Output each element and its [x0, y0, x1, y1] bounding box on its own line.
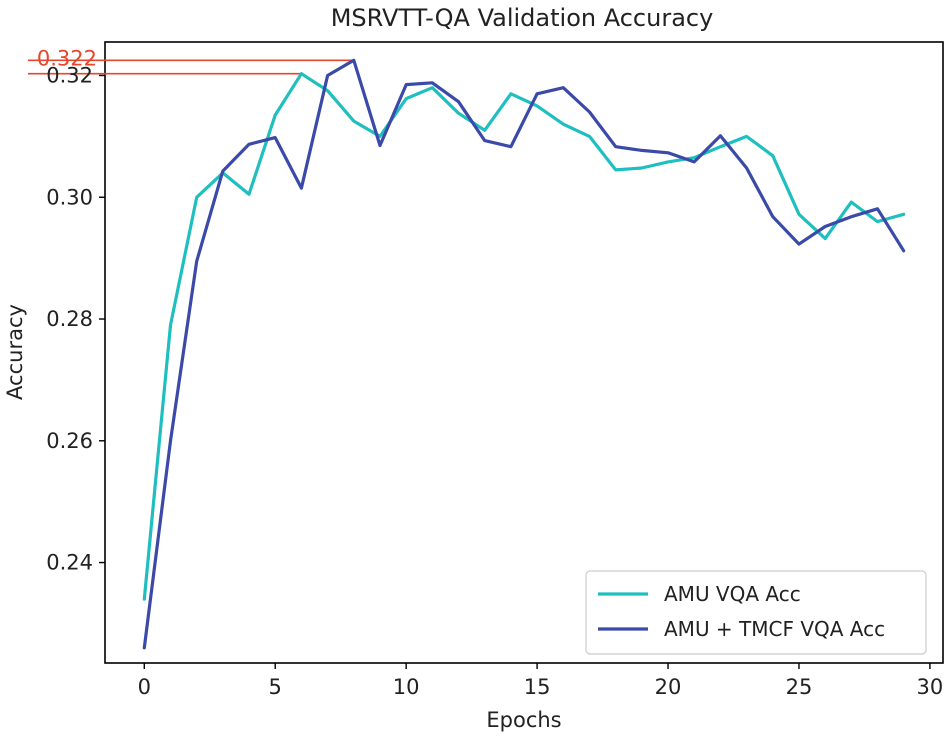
legend-label-amu: AMU VQA Acc — [664, 582, 801, 606]
legend-box — [585, 570, 927, 655]
y-axis-title: Accuracy — [3, 304, 27, 400]
series-line-amu — [142, 72, 906, 601]
annotation-label: 0.322 — [37, 46, 97, 70]
chart-title: MSRVTT-QA Validation Accuracy — [331, 4, 714, 32]
x-tick-label: 5 — [269, 675, 282, 699]
y-tick-label: 0.28 — [46, 307, 93, 331]
series-line-amu-tmcf — [142, 58, 906, 650]
x-tick-label: 25 — [786, 675, 813, 699]
legend: AMU VQA Acc AMU + TMCF VQA Acc — [585, 570, 927, 655]
x-tick-label: 15 — [524, 675, 551, 699]
legend-label-amu-tmcf: AMU + TMCF VQA Acc — [664, 617, 885, 641]
x-axis: 0 5 10 15 20 25 30 — [138, 663, 944, 699]
y-axis: 0.24 0.26 0.28 0.30 0.32 — [46, 63, 105, 575]
y-tick-label: 0.32 — [46, 63, 93, 87]
x-tick-label: 30 — [917, 675, 944, 699]
y-tick-label: 0.30 — [46, 185, 93, 209]
x-tick-label: 20 — [655, 675, 682, 699]
x-tick-label: 0 — [138, 675, 151, 699]
y-tick-label: 0.24 — [46, 551, 93, 575]
x-axis-title: Epochs — [486, 708, 561, 732]
x-tick-label: 10 — [393, 675, 420, 699]
plot-area-frame — [104, 41, 944, 664]
y-tick-label: 0.26 — [46, 429, 93, 453]
series-layer — [142, 58, 906, 650]
annotation-layer: 0.322 — [28, 46, 354, 75]
